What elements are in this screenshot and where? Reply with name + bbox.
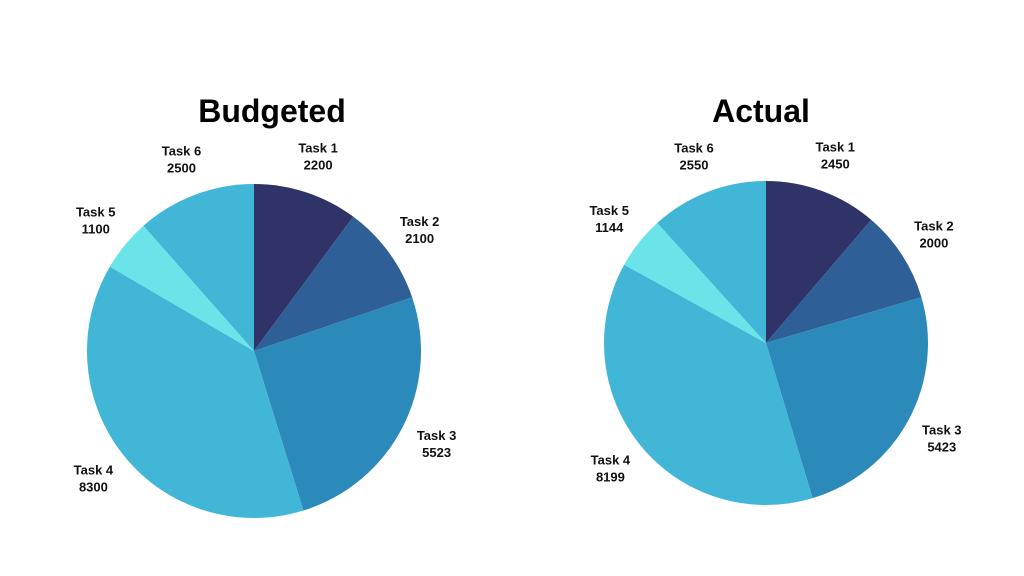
actual-slice-task-4 [604, 264, 813, 505]
actual-label-name: Task 4 [591, 453, 631, 468]
budgeted-label-value: 2500 [167, 160, 196, 175]
budgeted-label-name: Task 6 [162, 143, 202, 158]
budgeted-label-name: Task 3 [417, 428, 457, 443]
actual-slice-task-6 [657, 181, 766, 343]
budgeted-label-name: Task 2 [400, 214, 440, 229]
budgeted-slice-task-6 [143, 184, 254, 351]
budgeted-slice-task-2 [254, 216, 413, 351]
budgeted-label-task-2: Task 2 2100 [400, 214, 440, 246]
actual-label-name: Task 5 [589, 203, 629, 218]
budgeted-label-task-6: Task 6 2500 [162, 143, 202, 175]
budgeted-label-value: 1100 [82, 222, 110, 237]
actual-label-name: Task 1 [816, 139, 856, 154]
budgeted-label-value: 2100 [405, 231, 434, 246]
actual-chart-title: Actual [712, 93, 810, 129]
budgeted-label-value: 5523 [422, 445, 451, 460]
budgeted-slice-task-3 [254, 297, 422, 511]
budgeted-label-task-4: Task 4 8300 [74, 462, 114, 494]
actual-slice-task-2 [766, 219, 922, 343]
budgeted-chart-title: Budgeted [198, 93, 346, 129]
budgeted-slice-task-5 [109, 225, 255, 351]
actual-pie [604, 181, 929, 505]
budgeted-slice-task-4 [86, 266, 304, 518]
actual-label-value: 1144 [595, 220, 624, 235]
budgeted-pie-labels: Task 1 2200 Task 2 2100 Task 3 5523 Task 4 8300… [74, 140, 457, 494]
budgeted-label-task-5: Task 5 1100 [76, 205, 116, 237]
budgeted-slice-task-1 [254, 184, 354, 351]
budgeted-label-name: Task 1 [298, 140, 338, 155]
budgeted-label-name: Task 5 [76, 205, 116, 220]
actual-label-value: 5423 [927, 439, 956, 454]
actual-label-name: Task 2 [914, 218, 954, 233]
actual-label-value: 2450 [821, 156, 850, 171]
actual-slice-task-5 [624, 222, 766, 343]
actual-label-value: 2000 [919, 235, 948, 250]
budgeted-label-value: 8300 [79, 479, 108, 494]
actual-label-name: Task 3 [922, 422, 962, 437]
budgeted-label-value: 2200 [304, 157, 333, 172]
budgeted-label-task-3: Task 3 5523 [417, 428, 457, 460]
budgeted-label-name: Task 4 [74, 462, 114, 477]
actual-label-task-2: Task 2 2000 [914, 218, 954, 250]
actual-label-value: 8199 [596, 470, 625, 485]
actual-label-task-1: Task 1 2450 [816, 139, 856, 171]
actual-label-task-3: Task 3 5423 [922, 422, 962, 454]
actual-slice-task-3 [766, 297, 929, 499]
actual-label-task-4: Task 4 8199 [591, 453, 631, 485]
budgeted-label-task-1: Task 1 2200 [298, 140, 338, 172]
actual-label-task-6: Task 6 2550 [674, 140, 714, 172]
actual-label-value: 2550 [680, 157, 709, 172]
actual-label-name: Task 6 [674, 140, 714, 155]
budgeted-pie [86, 184, 422, 518]
actual-label-task-5: Task 5 1144 [589, 203, 629, 235]
actual-slice-task-1 [766, 181, 872, 343]
actual-pie-labels: Task 1 2450 Task 2 2000 Task 3 5423 Task 4 8199… [589, 139, 961, 484]
